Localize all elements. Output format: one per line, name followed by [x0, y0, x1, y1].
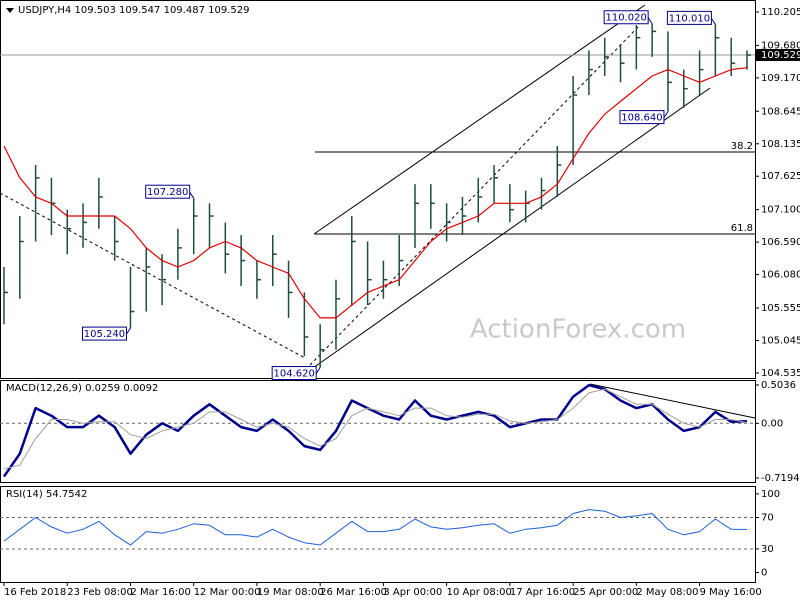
trend-lines: [0, 4, 756, 419]
y-tick-label: 108.645: [761, 106, 800, 117]
watermark: ActionForex.com: [470, 315, 686, 345]
annotation-box: [145, 184, 191, 199]
annotation-box: [666, 10, 712, 25]
x-tick-label: 3 Apr 00:00: [383, 587, 442, 598]
rsi-header: RSI(14) 54.7542: [6, 489, 87, 500]
macd-trend: [589, 383, 756, 419]
chart-header: USDJPY,H4 109.503 109.547 109.487 109.52…: [18, 5, 249, 16]
y-tick-label: 110.205: [761, 7, 800, 18]
moving-average: [3, 67, 748, 319]
x-tick-label: 23 Feb 08:00: [67, 587, 133, 598]
annotation-label: 105.240: [84, 329, 125, 340]
annotation-label: 104.620: [273, 369, 314, 380]
x-tick-label: 26 Mar 16:00: [320, 587, 387, 598]
y-tick-label: 100: [761, 489, 780, 500]
indicator-line: [2, 383, 748, 478]
panel-frame: [0, 486, 756, 583]
fib-label: 38.2: [731, 141, 753, 152]
annotation-leader: [315, 367, 321, 374]
annotation-leader: [647, 17, 653, 25]
annotation-label: 110.020: [605, 13, 646, 24]
current-price-label: 109.529: [761, 50, 800, 61]
down-trend: [0, 192, 306, 359]
y-tick-label: 0: [761, 568, 767, 579]
annotation-leader: [126, 327, 131, 335]
y-tick-label: 109.680: [761, 40, 800, 51]
annotation-box: [81, 326, 127, 341]
y-tick-label: 109.170: [761, 73, 800, 84]
x-tick-label: 25 Apr 00:00: [573, 587, 638, 598]
fib-label: 61.8: [731, 223, 753, 234]
y-tick-label: 0.00: [761, 418, 783, 429]
y-tick-label: 0.5036: [761, 380, 796, 391]
y-tick-label: 106.080: [761, 270, 800, 281]
annotation-leader: [663, 111, 669, 118]
annotation-box: [271, 366, 317, 381]
indicator-line: [3, 388, 748, 470]
y-tick-label: 70: [761, 512, 774, 523]
panel-frame: [0, 0, 756, 379]
annotation-box: [619, 110, 665, 125]
y-tick-label: 105.045: [761, 335, 800, 346]
channel-lower: [312, 87, 711, 369]
x-tick-label: 2 May 08:00: [636, 587, 698, 598]
menu-icon: [6, 8, 14, 13]
channel-upper: [313, 4, 646, 235]
y-tick-label: 108.135: [761, 139, 800, 150]
y-tick-label: 107.100: [761, 205, 800, 216]
annotation-label: 110.010: [669, 13, 710, 24]
y-tick-label: 106.590: [761, 237, 800, 248]
up-trend: [309, 24, 641, 366]
y-tick-label: -0.7194: [761, 473, 800, 484]
x-tick-label: 2 Mar 16:00: [130, 587, 190, 598]
annotation-label: 108.640: [621, 113, 662, 124]
x-tick-label: 10 Apr 08:00: [447, 587, 512, 598]
x-tick-label: 19 Mar 08:00: [257, 587, 324, 598]
y-tick-label: 104.535: [761, 368, 800, 379]
y-tick-label: 107.625: [761, 171, 800, 182]
x-tick-label: 16 Feb 2018: [4, 587, 66, 598]
annotation-box: [603, 10, 649, 25]
indicator-line: [3, 509, 748, 546]
x-tick-label: 17 Apr 16:00: [510, 587, 575, 598]
y-tick-label: 105.555: [761, 303, 800, 314]
panel-frame: [0, 380, 756, 483]
macd-header: MACD(12,26,9) 0.0259 0.0092: [6, 383, 158, 394]
x-tick-label: 9 May 16:00: [700, 587, 762, 598]
x-tick-label: 12 Mar 00:00: [194, 587, 261, 598]
annotation-leader: [189, 191, 195, 199]
y-tick-label: 30: [761, 544, 774, 555]
annotation-leader: [710, 18, 716, 25]
current-price-box: [756, 49, 800, 62]
annotation-label: 107.280: [147, 187, 188, 198]
